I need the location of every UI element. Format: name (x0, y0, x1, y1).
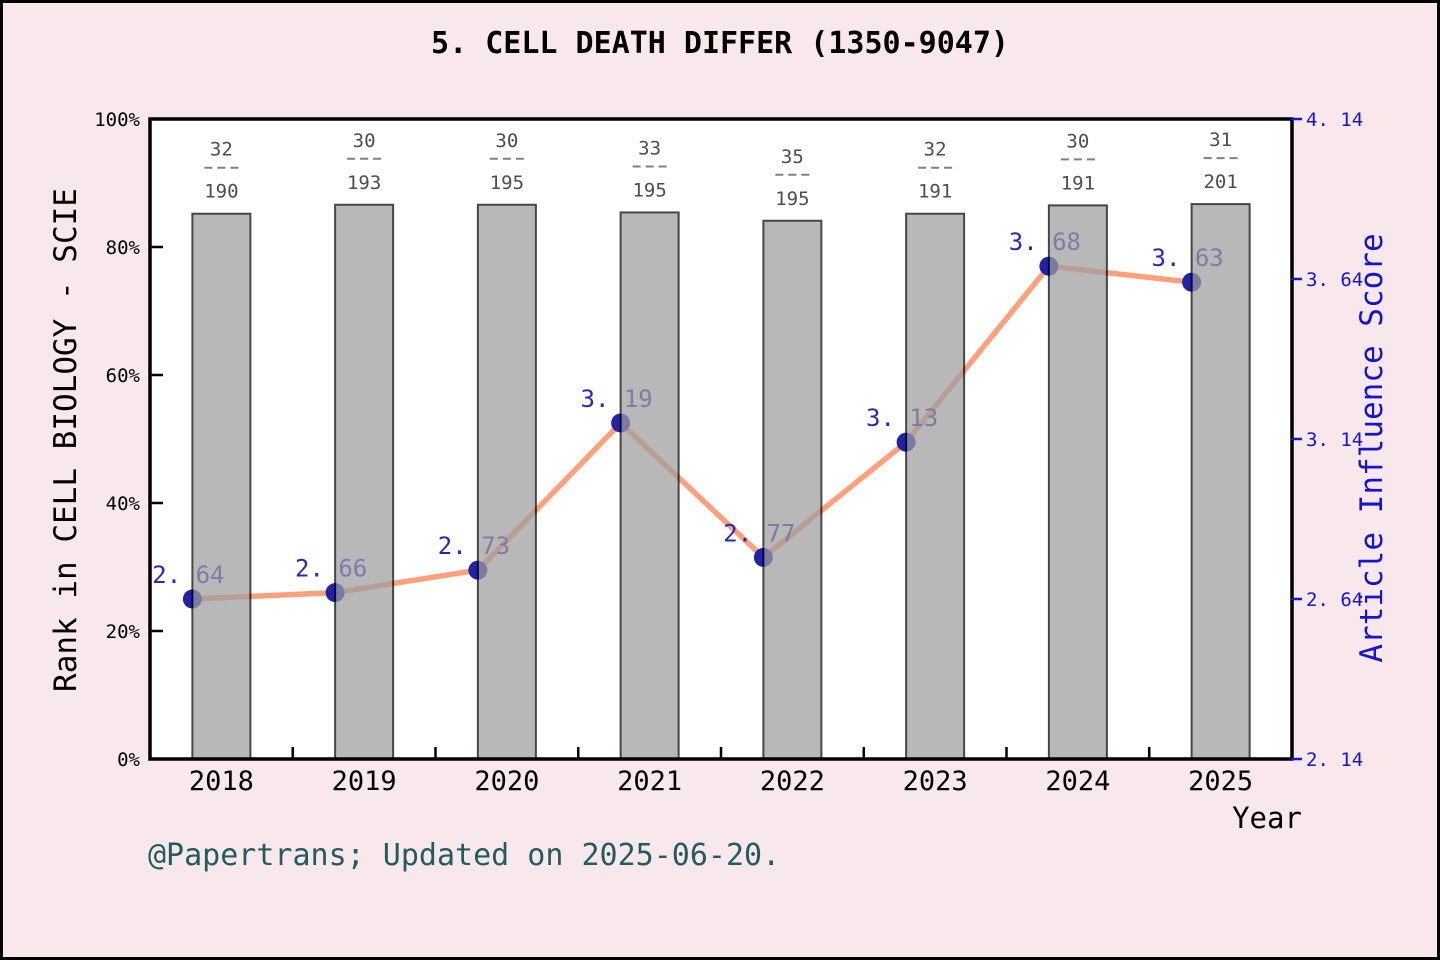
left-tick-label-20%: 20% (106, 621, 141, 643)
x-tick-label-2022: 2022 (760, 766, 825, 797)
x-tick-label-2025: 2025 (1188, 766, 1253, 797)
left-tick-label-40%: 40% (106, 493, 141, 515)
rank-bar-2019 (334, 203, 395, 760)
fraction-denominator-2022: 195 (775, 188, 809, 210)
fraction-numerator-2024: 30 (1066, 130, 1089, 152)
rank-bar-2021 (619, 211, 680, 760)
fraction-numerator-2018: 32 (210, 139, 233, 161)
fraction-denominator-2025: 201 (1203, 171, 1237, 193)
fraction-denominator-2019: 193 (347, 172, 381, 194)
rank-bar-2024 (1047, 204, 1108, 760)
left-tick-label-60%: 60% (106, 365, 141, 387)
fraction-denominator-2018: 190 (204, 181, 238, 203)
fraction-denominator-2024: 191 (1061, 172, 1095, 194)
rank-bar-2025 (1190, 203, 1251, 760)
right-tick-label-3.14: 3. 14 (1306, 429, 1363, 451)
chart-title: 5. CELL DEATH DIFFER (1350-9047) (431, 26, 1009, 61)
rank-bar-2020 (476, 203, 537, 760)
right-tick-label-2.14: 2. 14 (1306, 749, 1363, 771)
fraction-numerator-2019: 30 (353, 130, 376, 152)
x-tick-label-2020: 2020 (474, 766, 539, 797)
fraction-denominator-2023: 191 (918, 181, 952, 203)
right-tick-label-3.64: 3. 64 (1306, 269, 1363, 291)
rank-bar-2022 (762, 219, 823, 760)
fraction-numerator-2020: 30 (495, 130, 518, 152)
left-axis-title: Rank in CELL BIOLOGY - SCIE (48, 188, 84, 692)
right-tick-label-2.64: 2. 64 (1306, 589, 1363, 611)
x-tick-label-2024: 2024 (1045, 766, 1110, 797)
fraction-numerator-2025: 31 (1209, 129, 1232, 151)
fraction-denominator-2021: 195 (632, 179, 666, 201)
rank-bar-2018 (191, 212, 252, 761)
bars-layer (191, 203, 1251, 761)
fraction-denominator-2020: 195 (490, 172, 524, 194)
footer-credit: @Papertrans; Updated on 2025-06-20. (148, 838, 781, 873)
fraction-numerator-2021: 33 (638, 137, 661, 159)
plot-area (150, 119, 1292, 759)
left-tick-label-100%: 100% (94, 109, 140, 131)
x-tick-label-2019: 2019 (332, 766, 397, 797)
x-tick-label-2023: 2023 (903, 766, 968, 797)
fraction-numerator-2022: 35 (781, 146, 804, 168)
x-axis-title: Year (1232, 801, 1302, 835)
rank-bar-2023 (905, 212, 966, 761)
fraction-numerator-2023: 32 (924, 139, 947, 161)
right-tick-label-4.14: 4. 14 (1306, 109, 1363, 131)
left-tick-label-0%: 0% (117, 749, 140, 771)
left-tick-label-80%: 80% (106, 237, 141, 259)
x-tick-label-2021: 2021 (617, 766, 682, 797)
x-tick-label-2018: 2018 (189, 766, 254, 797)
right-axis-title: Article Influence Score (1354, 233, 1390, 663)
